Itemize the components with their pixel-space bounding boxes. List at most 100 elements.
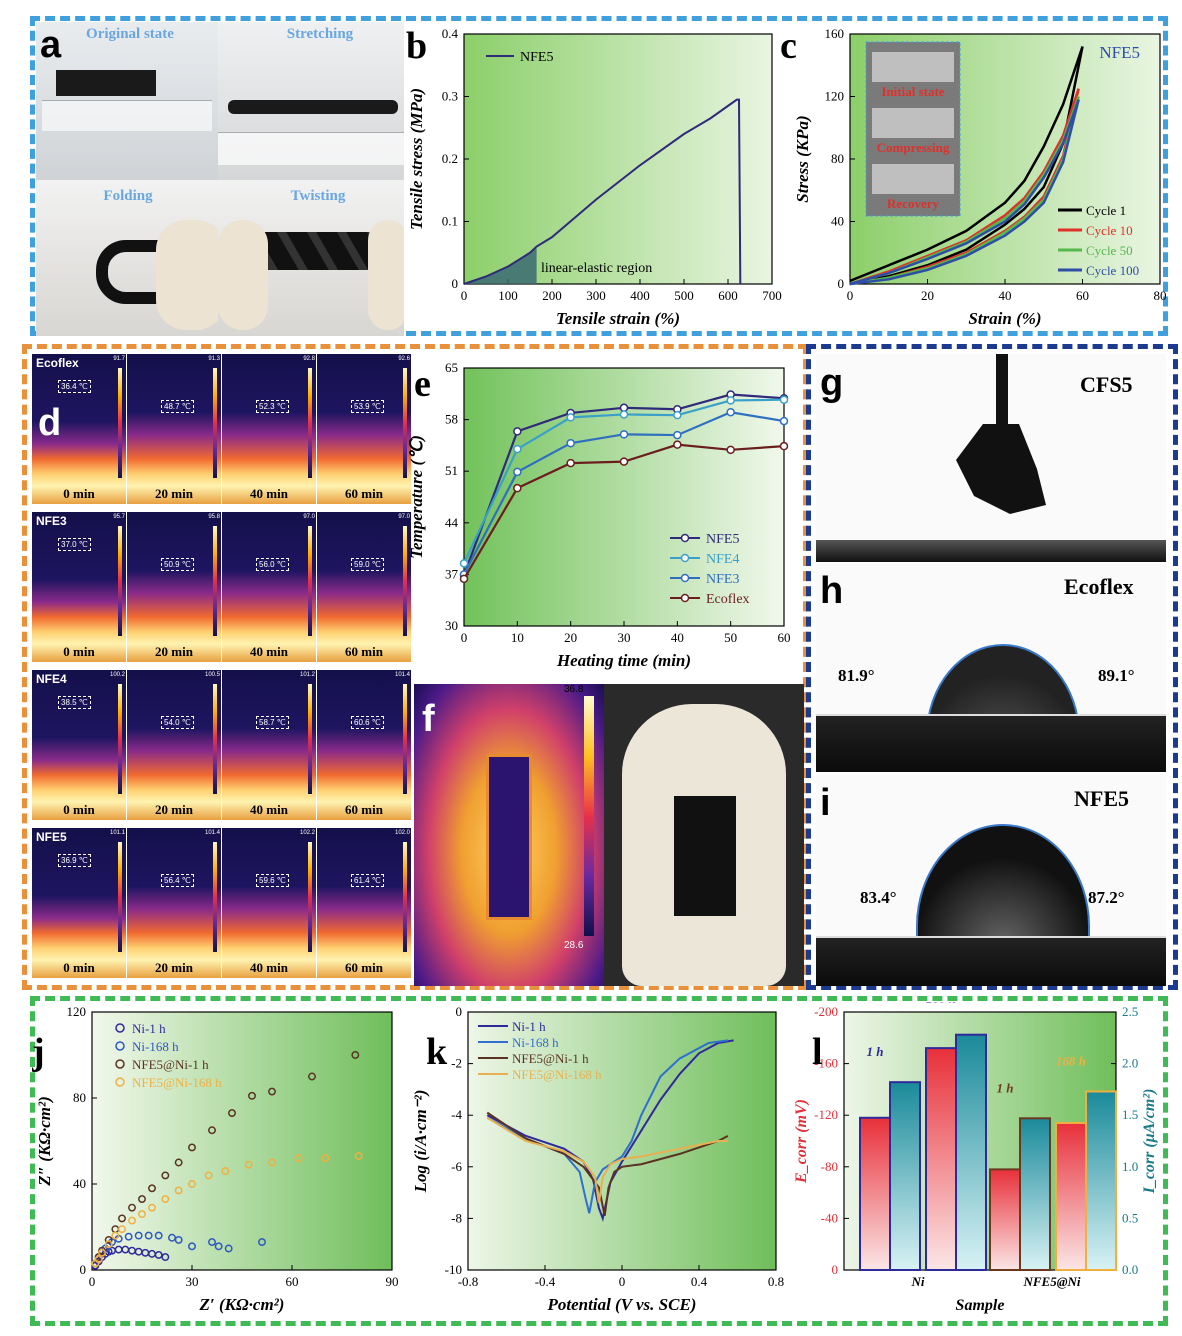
data-point-nfe5-ni-168-h xyxy=(221,1167,230,1176)
thermal-scale-bar xyxy=(308,684,312,794)
x-tick-label: 0 xyxy=(89,1274,96,1289)
ruler xyxy=(42,100,212,131)
thermal-temperature: 59.0 ℃ xyxy=(351,558,384,571)
data-point-nfe3 xyxy=(566,438,575,448)
data-point-nfe5-ni-1-h xyxy=(268,1087,276,1096)
gloved-hand-photo xyxy=(604,684,804,986)
thermal-scale-max: 92.8 xyxy=(303,356,315,362)
chart-title: NFE5 xyxy=(1099,43,1140,62)
data-point-ni-1-h xyxy=(161,1253,170,1262)
legend-label: NFE3 xyxy=(706,572,739,587)
plot-area xyxy=(91,1011,393,1271)
thermal-scale-bar xyxy=(403,526,407,636)
y-tick-label: -2 xyxy=(451,1056,462,1071)
inset-label: Compressing xyxy=(877,140,950,155)
y2-tick-label: 2.5 xyxy=(1122,1004,1138,1019)
bar-icorr xyxy=(889,1081,921,1272)
thermal-temperature: 58.7 ℃ xyxy=(256,716,289,729)
legend-marker xyxy=(680,573,690,583)
x-tick-label: 0 xyxy=(847,288,854,303)
panel-label-a: a xyxy=(40,24,62,66)
x-tick-label: 90 xyxy=(386,1274,399,1289)
twisted-strip xyxy=(248,232,388,270)
data-point-ecoflex xyxy=(513,483,522,493)
needle xyxy=(996,354,1008,424)
data-point-ni-168-h xyxy=(224,1244,233,1253)
legend-label: NFE5 xyxy=(520,50,553,65)
thermal-scale-max: 101.4 xyxy=(204,830,220,836)
y-tick-label: 0 xyxy=(838,276,845,291)
bar-tag: 1 h xyxy=(867,1044,884,1059)
x-tick-label: 80 xyxy=(1154,288,1167,303)
series-line-nfe5-ni-1-h xyxy=(486,1111,729,1217)
data-point-ecoflex xyxy=(459,574,469,584)
inset-plate xyxy=(872,164,954,194)
glove-hand-right xyxy=(368,220,404,330)
thermal-time-label: 0 min xyxy=(63,486,95,501)
thermal-cell: 102.2 59.6 ℃ 40 min xyxy=(222,828,316,978)
thermal-time-label: 20 min xyxy=(155,960,193,975)
legend-marker xyxy=(680,593,690,603)
y-tick-label: 0.4 xyxy=(442,26,459,41)
data-point-ni-168-h xyxy=(188,1242,196,1251)
linear-elastic-region-shade xyxy=(464,246,537,284)
y-tick-label: 0.2 xyxy=(442,151,458,166)
thermal-time-label: 40 min xyxy=(250,802,288,817)
thermal-scale-bar xyxy=(213,842,217,952)
data-point-nfe4 xyxy=(513,444,522,454)
title-i: NFE5 xyxy=(1074,786,1129,811)
series-line-nfe5 xyxy=(463,98,742,285)
series-load-cycle-100 xyxy=(849,99,1080,286)
panel-label-b: b xyxy=(406,25,427,67)
x-tick-label: -0.4 xyxy=(535,1274,556,1289)
thermal-scale-max: 91.7 xyxy=(113,356,125,362)
legend-label: Cycle 10 xyxy=(1086,223,1133,238)
plot-area xyxy=(463,33,773,285)
panel-label-k: k xyxy=(426,1031,448,1073)
bar-tag: 168 h xyxy=(926,1002,956,1006)
series-load-cycle-10 xyxy=(849,88,1080,286)
legend-label: Cycle 100 xyxy=(1086,263,1139,278)
thermal-time-label: 20 min xyxy=(155,486,193,501)
thermal-scale-max: 101.4 xyxy=(394,672,410,678)
data-point-nfe5-ni-1-h xyxy=(128,1203,136,1212)
chart-k: -0.8 -0.4 0 0.4 0.8 0 -2 -4 -6 -8 -10 Potential (V … xyxy=(412,1004,784,1314)
thermal-temperature: 59.6 ℃ xyxy=(256,874,289,887)
thermal-temperature: 61.4 ℃ xyxy=(351,874,384,887)
data-point-ecoflex xyxy=(566,458,575,468)
y-tick-label: 0 xyxy=(832,1262,839,1277)
thermal-cell: 102.0 61.4 ℃ 60 min xyxy=(317,828,411,978)
data-point-ni-168-h xyxy=(124,1232,133,1241)
x-tick-label: 600 xyxy=(718,288,738,303)
chart-c: 0 20 40 60 80 0 40 80 120 160 Strain (%) Stress (KP… xyxy=(780,25,1167,328)
thermal-scale-bar xyxy=(403,368,407,478)
legend-label: Ni-1 h xyxy=(512,1019,546,1034)
angle-right-h: 89.1° xyxy=(1098,666,1135,685)
caption-twisting: Twisting xyxy=(290,188,346,204)
data-point-ni-168-h xyxy=(168,1233,176,1242)
bar-ecorr xyxy=(859,1116,891,1271)
y-tick-label: 0.3 xyxy=(442,89,458,104)
thermal-cell: 91.3 48.7 ℃ 20 min xyxy=(127,354,221,504)
data-point-nfe5-ni-168-h xyxy=(138,1210,146,1219)
thermal-temperature: 38.5 ℃ xyxy=(58,696,91,709)
data-point-nfe3 xyxy=(779,416,789,426)
data-point-nfe5-ni-168-h xyxy=(321,1154,330,1163)
caption-stretching: Stretching xyxy=(286,26,354,42)
angle-right-i: 87.2° xyxy=(1088,888,1125,907)
data-point-ni-1-h xyxy=(154,1251,163,1259)
thermal-time-label: 40 min xyxy=(250,644,288,659)
panel-label-e: e xyxy=(414,363,431,405)
x-tick-label: 40 xyxy=(671,630,684,645)
photo-stretching xyxy=(218,22,404,180)
data-point-nfe3 xyxy=(513,467,522,477)
thermal-scale-max: 92.6 xyxy=(398,356,410,362)
x-tick-label: 300 xyxy=(586,288,606,303)
data-point-nfe5-ni-168-h xyxy=(244,1160,253,1169)
data-point-nfe5-ni-1-h xyxy=(174,1158,183,1167)
thermal-temperature: 37.0 ℃ xyxy=(58,538,91,551)
thermal-scale-max: 100.5 xyxy=(204,672,220,678)
x-tick-label: 700 xyxy=(762,288,782,303)
x-tick-label: 40 xyxy=(999,288,1012,303)
thermal-time-label: 60 min xyxy=(345,486,383,501)
